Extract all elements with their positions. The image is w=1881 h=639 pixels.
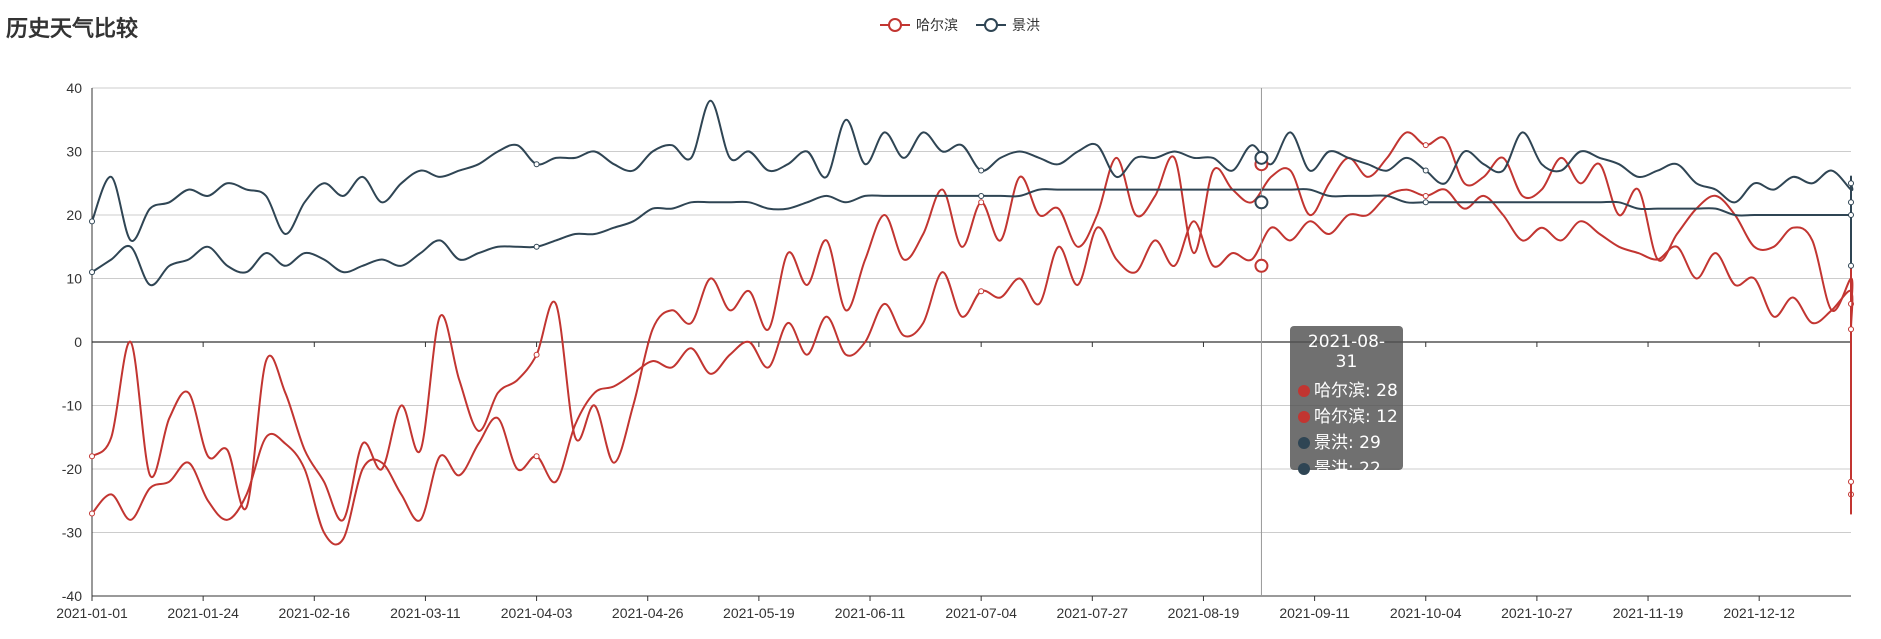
tooltip-row-harbin-high: 哈尔滨: 28 — [1298, 378, 1398, 404]
legend-item-jinghong[interactable]: 景洪 — [976, 18, 1040, 34]
tooltip-row-jinghong-low: 景洪: 22 — [1298, 456, 1395, 482]
tooltip-dot-harbin-low — [1298, 411, 1310, 423]
series-line-0 — [91, 131, 1854, 522]
series-point-2 — [533, 161, 540, 168]
legend-label-jinghong: 景洪 — [1012, 18, 1040, 34]
x-tick-label: 2021-02-16 — [278, 605, 350, 621]
chart-title: 历史天气比较 — [6, 16, 138, 42]
y-tick-label: 10 — [66, 271, 82, 287]
series-line-1 — [91, 188, 1854, 546]
x-tick-label: 2021-08-19 — [1168, 605, 1240, 621]
tooltip-dot-jinghong-low — [1298, 463, 1310, 475]
axis-pointer-marker-1 — [1254, 258, 1269, 273]
tooltip-row-jinghong-high: 景洪: 29 — [1298, 430, 1395, 456]
x-tick-label: 2021-01-24 — [167, 605, 239, 621]
x-tick-label: 2021-04-03 — [501, 605, 573, 621]
y-tick-label: 40 — [66, 80, 82, 96]
x-tick-label: 2021-03-11 — [390, 605, 461, 621]
grid-lines — [92, 87, 1851, 597]
series-point-3 — [89, 269, 95, 276]
tooltip-label-jinghong-low: 景洪: 22 — [1314, 459, 1381, 479]
series-point-0 — [1422, 142, 1429, 149]
x-tick-label: 2021-04-26 — [612, 605, 684, 621]
x-tick-label: 2021-09-11 — [1279, 605, 1350, 621]
x-tick-label: 2021-10-04 — [1390, 605, 1462, 621]
series-point-3 — [978, 192, 985, 199]
series-point-1 — [1848, 478, 1854, 485]
series-point-0 — [533, 351, 540, 358]
x-tick-label: 2021-06-11 — [835, 605, 906, 621]
y-tick-label: 20 — [66, 207, 82, 223]
y-tick-label: -20 — [62, 461, 82, 477]
series-point-0 — [89, 453, 95, 460]
x-tick-label: 2021-01-01 — [56, 605, 128, 621]
x-tick-label: 2021-10-27 — [1501, 605, 1573, 621]
series-point-1 — [1422, 192, 1429, 199]
series-point-1 — [533, 453, 540, 460]
tooltip-date: 2021-08-31 — [1307, 332, 1386, 372]
y-tick-label: -10 — [62, 398, 82, 414]
series-point-2 — [1848, 180, 1854, 187]
legend-label-harbin: 哈尔滨 — [916, 18, 958, 34]
series-point-2 — [1422, 167, 1429, 174]
series-point-1 — [978, 288, 985, 295]
y-axis: -40 -30 -20 -10 0 10 20 30 40 — [62, 80, 93, 604]
series-point-3 — [1848, 262, 1854, 269]
series-point-1 — [1848, 326, 1854, 333]
y-tick-label: -40 — [62, 588, 82, 604]
y-tick-label: -30 — [62, 525, 82, 541]
tooltip-label-harbin-high: 哈尔滨: 28 — [1314, 381, 1398, 401]
x-tick-label: 2021-05-19 — [723, 605, 795, 621]
legend-item-harbin[interactable]: 哈尔滨 — [880, 18, 958, 34]
series-point-1 — [89, 510, 95, 517]
tooltip-row-harbin-low: 哈尔滨: 12 — [1298, 404, 1398, 430]
series-lines — [89, 99, 1854, 546]
series-point-3 — [1848, 212, 1854, 218]
y-tick-label: 0 — [74, 334, 82, 350]
series-point-3 — [533, 243, 540, 250]
axis-pointer-marker-2 — [1254, 150, 1269, 165]
series-point-2 — [1848, 199, 1854, 206]
y-tick-label: 30 — [66, 144, 82, 160]
tooltip-label-jinghong-high: 景洪: 29 — [1314, 433, 1381, 453]
tooltip: 2021-08-31 哈尔滨: 28 哈尔滨: 12 景洪: 29 景洪: 22 — [1290, 326, 1403, 479]
x-tick-label: 2021-11-19 — [1613, 605, 1684, 621]
series-line-3 — [91, 188, 1854, 287]
x-tick-label: 2021-07-04 — [945, 605, 1017, 621]
x-tick-label: 2021-12-12 — [1723, 605, 1795, 621]
x-axis: 2021-01-01 2021-01-24 2021-02-16 2021-03-11… — [56, 342, 1851, 621]
tooltip-label-harbin-low: 哈尔滨: 12 — [1314, 407, 1398, 427]
series-point-0 — [978, 199, 985, 206]
series-point-3 — [1422, 199, 1429, 206]
series-point-2 — [978, 167, 985, 174]
tooltip-dot-harbin-high — [1298, 385, 1310, 397]
tooltip-dot-jinghong-high — [1298, 437, 1310, 449]
legend[interactable]: 哈尔滨 景洪 — [880, 18, 1040, 34]
series-point-2 — [89, 218, 95, 225]
axis-pointer-marker-3 — [1254, 195, 1269, 210]
axis-pointer — [1254, 88, 1269, 596]
x-tick-label: 2021-07-27 — [1056, 605, 1128, 621]
